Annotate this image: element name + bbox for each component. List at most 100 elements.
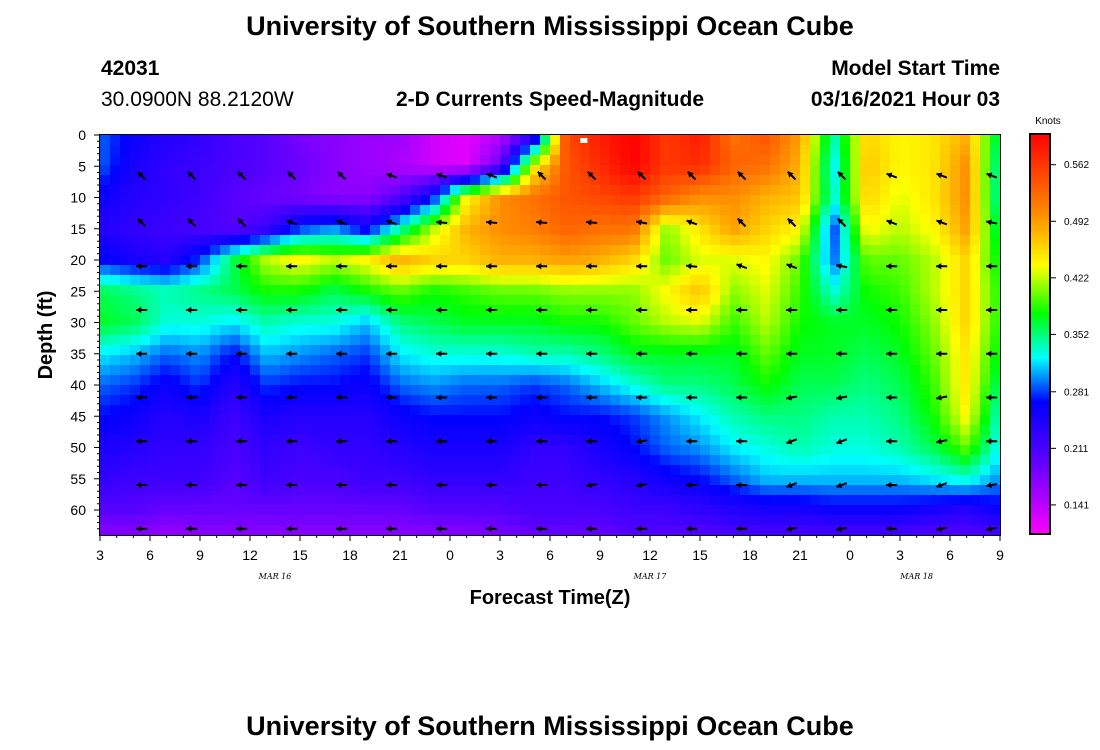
heat-cell [200,475,211,486]
heat-cell [510,155,521,166]
heat-cell [920,505,931,516]
heat-cell [340,325,351,336]
current-arrow [136,394,148,401]
heat-cell [650,255,661,266]
heat-cell [990,285,1001,296]
heat-cell [880,225,891,236]
heat-cell [460,185,471,196]
heat-cell [770,505,781,516]
heat-cell [960,295,971,306]
heat-cell [990,465,1001,476]
heat-cell [760,265,771,276]
heat-cell [130,195,141,206]
heat-cell [640,135,651,146]
heat-cell [670,485,681,496]
heat-cell [680,315,691,326]
heat-cell [680,155,691,166]
heat-cell [220,265,231,276]
heat-cell [970,515,981,526]
heat-cell [890,515,901,526]
heat-cell [770,365,781,376]
heat-cell [130,365,141,376]
heat-cell [690,375,701,386]
heat-cell [440,275,451,286]
heat-cell [740,365,751,376]
heat-cell [430,525,441,536]
heat-cell [140,375,151,386]
current-arrow [486,525,498,532]
heat-cell [970,455,981,466]
heat-cell [410,525,421,536]
heat-cell [180,355,191,366]
heat-cell [770,515,781,526]
heat-cell [970,145,981,156]
heat-cell [760,245,771,256]
current-arrow [136,481,148,489]
current-arrow [637,171,647,181]
heat-cell [360,375,371,386]
heat-cell [980,255,991,266]
heat-cell [660,525,671,536]
heat-cell [780,405,791,416]
heat-cell [500,285,511,296]
heat-cell [460,515,471,526]
heat-cell [300,295,311,306]
heat-cell [750,475,761,486]
heat-cell [790,175,801,186]
heat-cell [350,225,361,236]
heat-cell [330,255,341,266]
heat-cell [130,315,141,326]
heat-cell [240,315,251,326]
heat-cell [480,225,491,236]
heat-cell [250,135,261,146]
current-arrow [936,306,948,314]
heat-cell [670,325,681,336]
heat-cell [190,295,201,306]
heat-cell [300,425,311,436]
heat-cell [960,355,971,366]
heat-cell [910,355,921,366]
current-arrow [436,525,448,532]
heat-cell [440,375,451,386]
heat-cell [500,275,511,286]
heat-cell [930,195,941,206]
heat-cell [710,335,721,346]
y-tick-label: 15 [70,221,86,237]
heat-cell [580,465,591,476]
heat-cell [760,375,771,386]
heat-cell [540,205,551,216]
heat-cell [980,145,991,156]
heat-cell [680,425,691,436]
heat-cell [210,355,221,366]
heat-cell [530,305,541,316]
heat-cell [750,465,761,476]
heat-cell [140,265,151,276]
heat-cell [690,385,701,396]
heat-cell [170,335,181,346]
heat-cell [450,385,461,396]
heat-cell [850,365,861,376]
heat-cell [900,485,911,496]
heat-cell [470,475,481,486]
heat-cell [660,355,671,366]
heat-cell [320,285,331,296]
heat-cell [420,455,431,466]
heat-cell [830,165,841,176]
heat-cell [600,495,611,506]
heat-cell [240,175,251,186]
heat-cell [290,255,301,266]
heat-cell [970,445,981,456]
heat-cell [750,425,761,436]
current-arrow [386,438,398,445]
heat-cell [870,385,881,396]
heat-cell [600,505,611,516]
colorbar [1029,133,1051,535]
heat-cell [920,275,931,286]
heat-cell [260,515,271,526]
heat-cell [950,215,961,226]
heat-cell [880,345,891,356]
heat-cell [970,465,981,476]
heat-cell [880,245,891,256]
heat-cell [860,195,871,206]
heat-cell [750,385,761,396]
